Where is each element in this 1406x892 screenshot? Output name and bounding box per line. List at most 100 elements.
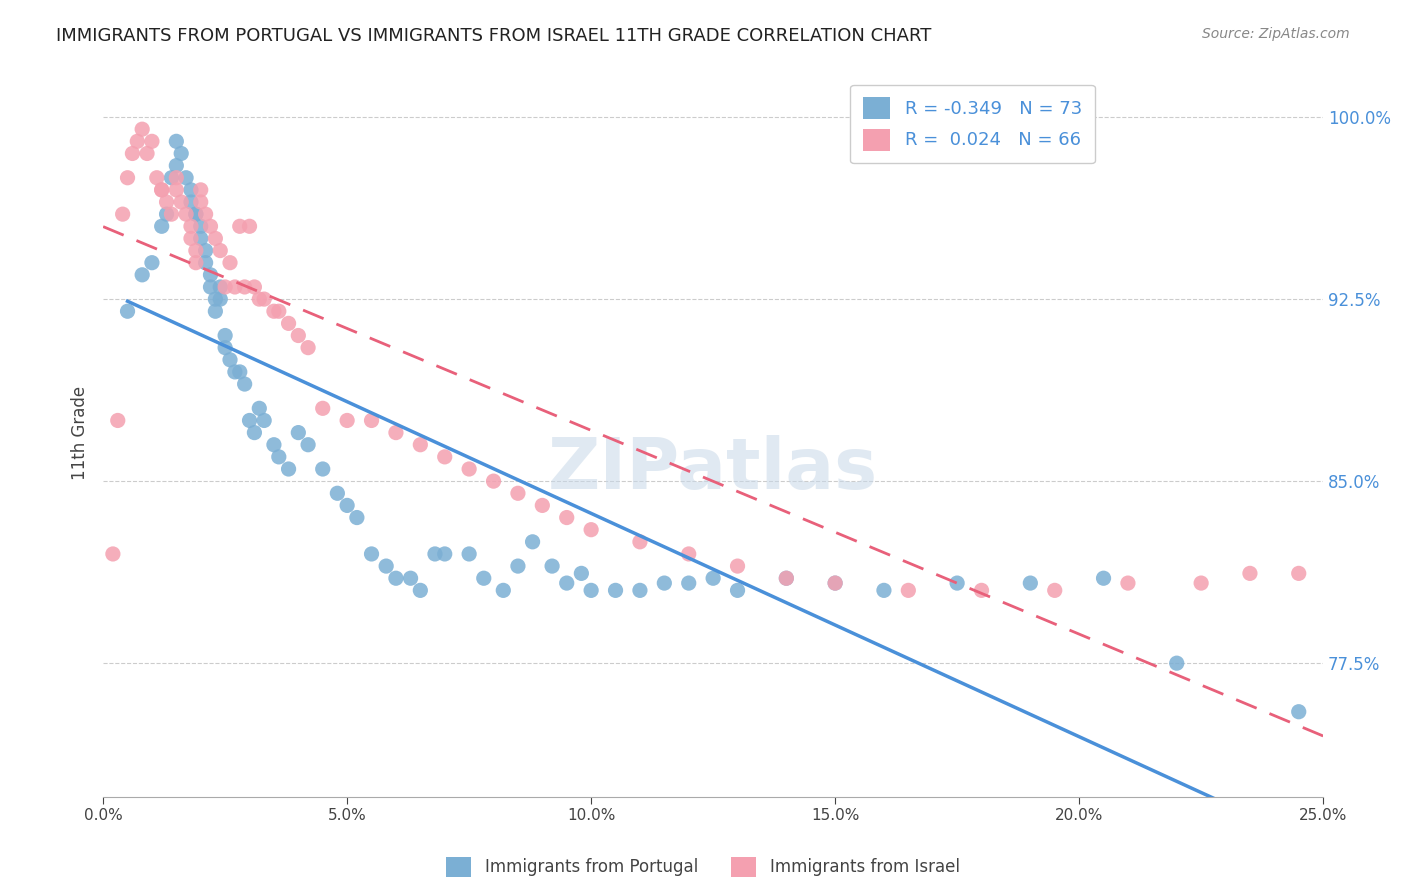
Text: IMMIGRANTS FROM PORTUGAL VS IMMIGRANTS FROM ISRAEL 11TH GRADE CORRELATION CHART: IMMIGRANTS FROM PORTUGAL VS IMMIGRANTS F…: [56, 27, 932, 45]
Point: [174, 170, 197, 185]
Point: [824, 576, 846, 591]
Point: [263, 304, 285, 318]
Point: [1019, 576, 1042, 591]
Point: [263, 438, 285, 452]
Point: [190, 231, 212, 245]
Point: [409, 438, 432, 452]
Point: [204, 292, 226, 306]
Point: [209, 292, 232, 306]
Point: [873, 583, 896, 598]
Point: [506, 559, 529, 574]
Point: [433, 547, 456, 561]
Point: [375, 559, 398, 574]
Point: [155, 194, 177, 209]
Point: [150, 219, 173, 234]
Point: [127, 134, 149, 148]
Point: [326, 486, 349, 500]
Point: [229, 365, 252, 379]
Point: [117, 304, 139, 318]
Point: [360, 547, 382, 561]
Legend: Immigrants from Portugal, Immigrants from Israel: Immigrants from Portugal, Immigrants fro…: [440, 850, 966, 884]
Point: [775, 571, 797, 585]
Point: [579, 583, 602, 598]
Point: [287, 328, 309, 343]
Point: [1288, 705, 1310, 719]
Point: [897, 583, 920, 598]
Point: [214, 328, 236, 343]
Point: [1043, 583, 1066, 598]
Point: [107, 413, 129, 427]
Point: [1092, 571, 1115, 585]
Point: [247, 292, 270, 306]
Point: [652, 576, 675, 591]
Y-axis label: 11th Grade: 11th Grade: [72, 385, 89, 480]
Point: [238, 219, 260, 234]
Point: [190, 219, 212, 234]
Point: [243, 425, 266, 440]
Point: [141, 256, 163, 270]
Point: [180, 231, 202, 245]
Point: [433, 450, 456, 464]
Point: [131, 122, 153, 136]
Point: [150, 183, 173, 197]
Point: [224, 365, 246, 379]
Point: [678, 576, 700, 591]
Point: [194, 244, 217, 258]
Point: [277, 462, 299, 476]
Point: [180, 194, 202, 209]
Point: [360, 413, 382, 427]
Point: [233, 377, 256, 392]
Text: ZIPatlas: ZIPatlas: [548, 434, 879, 503]
Point: [399, 571, 422, 585]
Point: [628, 534, 651, 549]
Point: [204, 231, 226, 245]
Point: [458, 547, 481, 561]
Point: [522, 534, 544, 549]
Point: [180, 219, 202, 234]
Point: [555, 576, 578, 591]
Point: [312, 401, 335, 416]
Point: [200, 219, 222, 234]
Point: [180, 183, 202, 197]
Point: [184, 256, 207, 270]
Point: [423, 547, 446, 561]
Point: [219, 256, 242, 270]
Point: [506, 486, 529, 500]
Point: [385, 571, 408, 585]
Point: [121, 146, 143, 161]
Point: [277, 317, 299, 331]
Point: [1116, 576, 1139, 591]
Point: [141, 134, 163, 148]
Point: [131, 268, 153, 282]
Point: [482, 474, 505, 488]
Point: [165, 159, 187, 173]
Point: [702, 571, 724, 585]
Point: [170, 194, 193, 209]
Point: [346, 510, 368, 524]
Point: [200, 268, 222, 282]
Point: [184, 244, 207, 258]
Point: [247, 401, 270, 416]
Point: [297, 438, 319, 452]
Point: [184, 207, 207, 221]
Point: [1166, 656, 1188, 670]
Point: [541, 559, 564, 574]
Point: [605, 583, 627, 598]
Point: [579, 523, 602, 537]
Point: [229, 219, 252, 234]
Point: [243, 280, 266, 294]
Point: [409, 583, 432, 598]
Point: [117, 170, 139, 185]
Point: [200, 280, 222, 294]
Point: [174, 207, 197, 221]
Point: [111, 207, 134, 221]
Point: [190, 183, 212, 197]
Point: [101, 547, 124, 561]
Point: [336, 499, 359, 513]
Point: [209, 280, 232, 294]
Point: [224, 280, 246, 294]
Point: [184, 207, 207, 221]
Point: [214, 341, 236, 355]
Point: [492, 583, 515, 598]
Point: [150, 183, 173, 197]
